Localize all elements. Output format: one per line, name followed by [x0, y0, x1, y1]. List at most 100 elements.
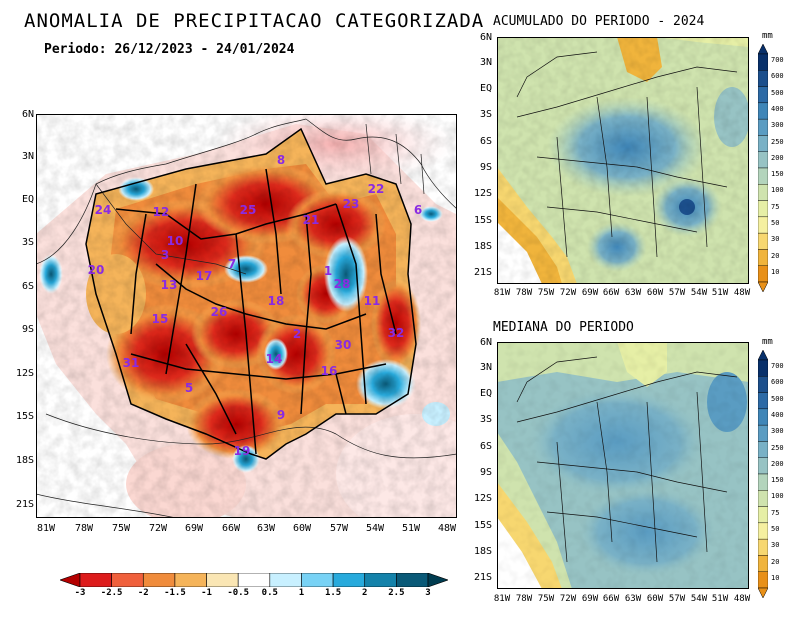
colorbar-label: -2 — [137, 588, 149, 598]
colorbar-swatch — [757, 184, 769, 201]
basin-label: 6 — [413, 203, 423, 217]
period-subtitle: Periodo: 26/12/2023 - 24/01/2024 — [44, 42, 295, 57]
colorbar-swatch — [269, 572, 302, 588]
basin-label: 13 — [160, 278, 178, 292]
colorbar-swatch — [757, 232, 769, 250]
lat-label: 6N — [479, 32, 492, 43]
lon-label: 51W — [401, 523, 421, 534]
basin-label: 26 — [210, 305, 228, 319]
lon-label: 63W — [256, 523, 276, 534]
basin-label: 16 — [320, 364, 338, 378]
lat-label: EQ — [479, 83, 492, 94]
lon-label: 60W — [292, 523, 312, 534]
colorbar-swatch — [757, 441, 769, 458]
colorbar-swatch — [757, 265, 769, 283]
colorbar-swatch — [757, 571, 769, 589]
colorbar-label: 75 — [771, 202, 780, 211]
colorbar-label: 700 — [771, 362, 784, 371]
basin-label: 30 — [334, 338, 352, 352]
lat-label: 15S — [473, 520, 492, 531]
lon-label: 66W — [602, 594, 620, 604]
colorbar-label: 100 — [771, 186, 784, 195]
lon-label: 48W — [733, 594, 751, 604]
precip-colorbar-top — [757, 43, 769, 293]
colorbar-label: 1 — [298, 588, 305, 598]
lon-label: 72W — [559, 594, 577, 604]
lat-label: 6N — [21, 109, 34, 120]
lat-label: 9S — [479, 162, 492, 173]
lon-label: 48W — [733, 288, 751, 298]
lon-label: 57W — [329, 523, 349, 534]
lat-label: 3N — [21, 151, 34, 162]
colorbar-label: 700 — [771, 56, 784, 65]
lon-label: 78W — [515, 594, 533, 604]
lon-label: 81W — [36, 523, 56, 534]
colorbar-swatch — [757, 408, 769, 426]
lat-label: 12S — [473, 493, 492, 504]
colorbar-swatch — [757, 167, 769, 185]
colorbar-swatch — [79, 572, 112, 588]
lon-label: 81W — [493, 594, 511, 604]
colorbar-swatch — [757, 135, 769, 152]
lon-label: 69W — [184, 523, 204, 534]
basin-label: 20 — [87, 263, 105, 277]
colorbar-max-triangle — [427, 572, 449, 588]
lon-label: 81W — [493, 288, 511, 298]
colorbar-label: -1 — [201, 588, 212, 598]
lon-label: 60W — [646, 594, 664, 604]
colorbar-label: 150 — [771, 476, 784, 485]
colorbar-label: 200 — [771, 153, 784, 162]
colorbar-swatch — [757, 249, 769, 266]
accum-map — [497, 37, 749, 284]
colorbar-swatch — [364, 572, 397, 588]
lat-label: 6S — [479, 136, 492, 147]
colorbar-label: 30 — [771, 541, 780, 550]
basin-label: 3 — [160, 248, 170, 262]
colorbar-label: 250 — [771, 443, 784, 452]
lon-label: 57W — [668, 594, 686, 604]
lon-label: 57W — [668, 288, 686, 298]
lat-label: 21S — [473, 572, 492, 583]
colorbar-label: 1.5 — [324, 588, 342, 598]
lon-label: 75W — [537, 288, 555, 298]
lat-label: 9S — [479, 467, 492, 478]
colorbar-label: 30 — [771, 235, 780, 244]
basin-label: 12 — [152, 205, 170, 219]
colorbar-label: -2.5 — [100, 588, 123, 598]
colorbar-swatch — [757, 151, 769, 169]
anomaly-colorbar-canvas — [59, 572, 449, 588]
colorbar-label: 200 — [771, 459, 784, 468]
colorbar-swatch — [757, 102, 769, 120]
colorbar-label: 0.5 — [261, 588, 278, 598]
lat-label: 21S — [15, 499, 34, 510]
basin-label: 9 — [276, 408, 286, 422]
lat-label: 3S — [479, 414, 492, 425]
lat-label: 6S — [479, 441, 492, 452]
lon-label: 75W — [111, 523, 131, 534]
lat-label: 6N — [479, 337, 492, 348]
lon-label: 54W — [690, 594, 708, 604]
lon-label: 78W — [515, 288, 533, 298]
colorbar-swatch — [142, 572, 176, 588]
median-map-canvas — [497, 342, 749, 589]
colorbar-min-triangle — [59, 572, 81, 588]
colorbar-label: 150 — [771, 170, 784, 179]
colorbar-max-triangle — [757, 349, 769, 361]
basin-label: 24 — [94, 203, 112, 217]
colorbar-label: -1.5 — [164, 588, 186, 598]
lon-label: 69W — [581, 594, 599, 604]
lon-label: 54W — [365, 523, 385, 534]
colorbar-swatch — [757, 200, 769, 218]
basin-label: 11 — [363, 294, 381, 308]
precip-colorbar-bottom — [757, 349, 769, 599]
colorbar-swatch — [757, 216, 769, 234]
precip-unit-label-top: mm — [762, 31, 773, 41]
colorbar-label: 10 — [771, 573, 780, 582]
basin-label: 17 — [195, 269, 213, 283]
colorbar-swatch — [396, 572, 429, 588]
colorbar-swatch — [757, 457, 769, 475]
lon-label: 60W — [646, 288, 664, 298]
colorbar-label: -0.5 — [227, 588, 250, 598]
basin-label: 1 — [323, 264, 333, 278]
colorbar-label: 400 — [771, 411, 784, 419]
